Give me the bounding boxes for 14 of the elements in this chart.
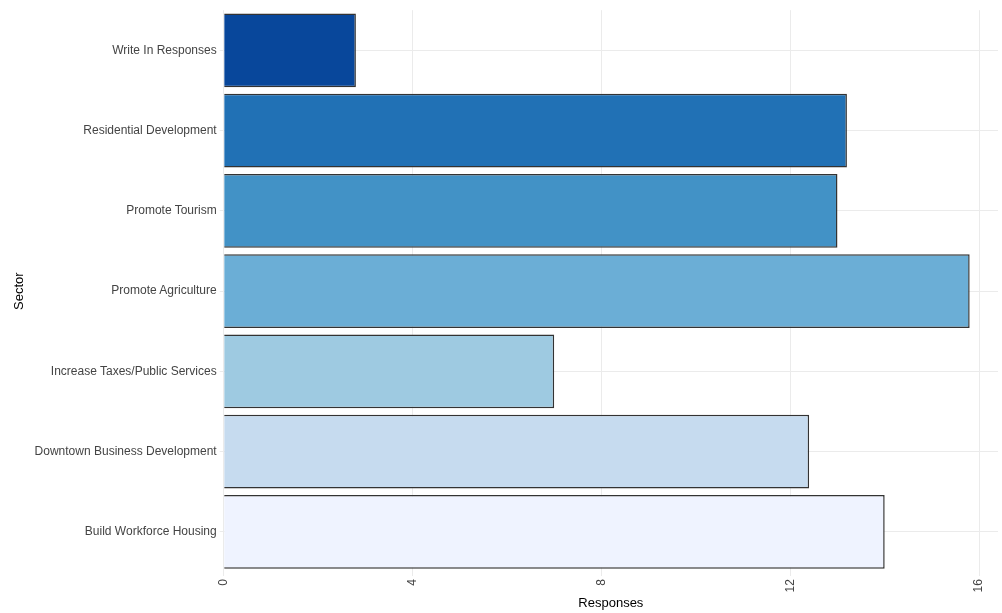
x-axis-title: Responses [578,594,644,610]
y-tick-label: Write In Responses [112,42,217,57]
y-tick-label: Promote Agriculture [111,283,218,298]
x-tick-label: 12 [782,578,797,593]
y-axis-title: Sector [11,271,27,310]
x-tick-label: 0 [216,578,230,586]
y-tick-label: Residential Development [83,122,218,137]
y-tick-label: Build Workforce Housing [84,524,217,539]
y-tick-label: Promote Tourism [126,203,217,218]
y-tick-label: Downtown Business Development [34,443,218,458]
x-tick-label: 16 [971,578,986,593]
x-tick-label: 8 [593,578,608,586]
x-tick-label: 4 [404,578,419,586]
y-tick-label: Increase Taxes/Public Services [50,363,217,378]
